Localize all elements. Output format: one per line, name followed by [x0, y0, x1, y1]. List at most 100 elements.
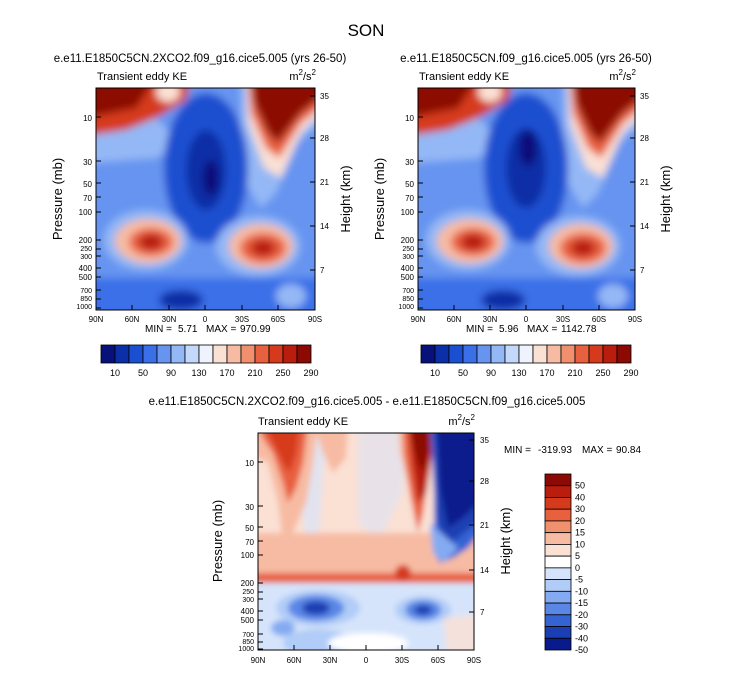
y2-tick-label: 7	[320, 266, 325, 275]
x-tick-label: 60N	[447, 315, 462, 324]
y-tick-label: 300	[242, 597, 254, 604]
colorbar-box	[544, 614, 572, 627]
colorbar-label: 130	[191, 368, 206, 378]
y2-tick-label: 7	[480, 608, 485, 617]
colorbar-label: 10	[575, 539, 585, 549]
y2-tick-label: 35	[480, 436, 489, 445]
colorbar-label: -30	[575, 622, 588, 632]
y-tick-label: 70	[405, 194, 414, 203]
units-label: m2/s2	[289, 68, 316, 83]
x-ticks: 90N 60N 30N 0 30S 60S 90S	[89, 305, 322, 324]
y-axis-label: Pressure (mb)	[210, 500, 225, 582]
y-tick-label: 30	[83, 158, 92, 167]
colorbar: 10 50 90 130 170 210 250 290	[420, 344, 639, 378]
colorbar-box	[240, 344, 256, 364]
colorbar-box	[170, 344, 186, 364]
x-ticks: 90N 60N 30N 0 30S 60S 90S	[251, 645, 481, 665]
figure-title: SON	[348, 21, 385, 40]
x-tick-label: 60N	[125, 315, 140, 324]
y-tick-label: 500	[241, 616, 255, 625]
colorbar-box	[616, 344, 632, 364]
y-tick-label: 200	[79, 236, 93, 245]
y2-tick-label: 7	[640, 266, 645, 275]
colorbar-box	[544, 473, 572, 487]
colorbar-box	[588, 344, 604, 364]
contour-field	[96, 88, 315, 310]
colorbar-box	[490, 344, 506, 364]
y2-ticks: 35 28 21 14 7	[630, 92, 649, 275]
x-tick-label: 60N	[287, 656, 302, 665]
colorbar-label: -40	[575, 633, 588, 643]
y-tick-label: 1000	[398, 304, 414, 311]
y-tick-label: 70	[245, 538, 254, 547]
x-tick-label: 0	[524, 315, 529, 324]
colorbar-box	[184, 344, 200, 364]
min-value: 5.71	[178, 324, 198, 335]
colorbar-box	[156, 344, 172, 364]
y-tick-label: 50	[245, 524, 254, 533]
colorbar-label: 210	[567, 368, 582, 378]
y2-tick-label: 21	[480, 521, 489, 530]
colorbar-label: 10	[110, 368, 120, 378]
y2-tick-label: 14	[480, 566, 489, 575]
y-tick-label: 700	[402, 288, 414, 295]
y2-tick-label: 14	[640, 222, 649, 231]
colorbar-box	[544, 485, 572, 498]
colorbar-label: 20	[575, 516, 585, 526]
y2-ticks: 35 28 21 14 7	[310, 92, 329, 275]
max-value: 90.84	[616, 445, 641, 456]
colorbar-box	[574, 344, 590, 364]
contour-field	[258, 433, 474, 650]
colorbar-label: -5	[575, 575, 583, 585]
x-tick-label: 30N	[162, 315, 177, 324]
x-tick-label: 30S	[556, 315, 570, 324]
x-tick-label: 60S	[271, 315, 285, 324]
y-tick-label: 30	[245, 503, 254, 512]
y2-tick-label: 28	[640, 134, 649, 143]
left-string: Transient eddy KE	[97, 71, 187, 83]
colorbar-box	[128, 344, 144, 364]
colorbar-label: 40	[575, 492, 585, 502]
x-tick-label: 90S	[467, 656, 481, 665]
colorbar-box	[420, 344, 436, 364]
colorbar-box	[544, 567, 572, 580]
y2-tick-label: 21	[320, 178, 329, 187]
x-tick-label: 90N	[89, 315, 104, 324]
y2-tick-label: 28	[480, 477, 489, 486]
y-tick-label: 850	[402, 296, 414, 303]
colorbar-label: 250	[595, 368, 610, 378]
colorbar-box	[268, 344, 284, 364]
x-tick-label: 60S	[431, 656, 445, 665]
y-tick-label: 10	[83, 114, 92, 123]
colorbar-label: 10	[430, 368, 440, 378]
y-tick-label: 300	[402, 254, 414, 261]
colorbar-label: 210	[247, 368, 262, 378]
colorbar-box	[544, 532, 572, 545]
y2-ticks: 35 28 21 14 7	[469, 436, 489, 617]
x-tick-label: 0	[364, 656, 369, 665]
y-tick-label: 100	[401, 208, 415, 217]
colorbar-label: 170	[539, 368, 554, 378]
y2-axis-label: Height (km)	[498, 507, 513, 574]
colorbar-label: 90	[166, 368, 176, 378]
colorbar-box	[142, 344, 158, 364]
colorbar-label: 250	[275, 368, 290, 378]
y-tick-label: 400	[241, 607, 255, 616]
colorbar-label: 290	[623, 368, 638, 378]
y-tick-label: 500	[79, 273, 93, 282]
x-tick-label: 60S	[592, 315, 606, 324]
min-label: MIN =	[466, 324, 493, 335]
y-ticks: 10 30 50 70 100 200 250 300 400 500 700 …	[398, 114, 423, 311]
colorbar-box	[544, 637, 572, 651]
min-label: MIN =	[504, 445, 531, 456]
colorbar-box	[544, 520, 572, 534]
panel-top-right: e.e11.E1850C5CN.f09_g16.cice5.005 (yrs 2…	[372, 53, 673, 378]
max-label: MAX =	[527, 324, 557, 335]
y-tick-label: 100	[79, 208, 93, 217]
colorbar-label: 5	[575, 551, 580, 561]
colorbar-box	[544, 508, 572, 522]
colorbar-label: -20	[575, 610, 588, 620]
colorbar-box	[114, 344, 130, 364]
colorbar-label: 130	[511, 368, 526, 378]
